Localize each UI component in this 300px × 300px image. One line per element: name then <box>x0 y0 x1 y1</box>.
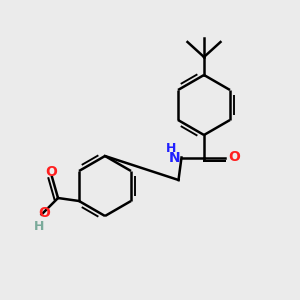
Text: N: N <box>168 151 180 164</box>
Text: H: H <box>34 220 44 233</box>
Text: O: O <box>39 206 50 220</box>
Text: O: O <box>46 165 57 179</box>
Text: O: O <box>229 150 241 164</box>
Text: H: H <box>166 142 176 155</box>
